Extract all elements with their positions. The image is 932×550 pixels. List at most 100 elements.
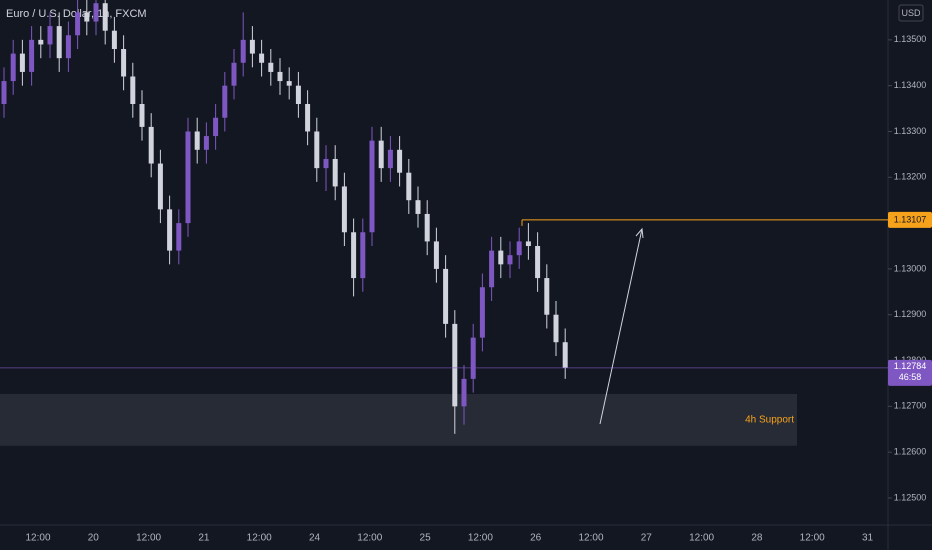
candle-body (130, 76, 136, 104)
candle-body (10, 53, 16, 82)
candle-body (525, 241, 531, 247)
x-tick-label: 12:00 (800, 533, 825, 544)
candle-body (259, 53, 265, 63)
candle-body (424, 213, 430, 242)
candle-body (93, 3, 99, 22)
candle-body (415, 200, 421, 214)
candle-body (470, 337, 476, 379)
resistance-tag (888, 211, 932, 228)
y-tick-label: 1.12700 (894, 401, 927, 411)
x-tick-label: 12:00 (357, 533, 382, 544)
candle-body (433, 241, 439, 269)
candle-body (203, 136, 209, 150)
last-price-label: 1.12784 (894, 361, 927, 371)
candle-body (249, 39, 255, 54)
candle-body (75, 12, 81, 36)
candle-body (516, 241, 522, 256)
candle-body (406, 172, 412, 201)
candle-body (341, 186, 347, 233)
candle-body (111, 30, 117, 50)
support-zone (0, 393, 797, 446)
candle-body (231, 62, 237, 86)
candle-body (139, 103, 145, 127)
candle-body (489, 250, 495, 288)
candle-body (314, 131, 320, 169)
x-tick-label: 21 (198, 533, 210, 544)
y-tick-label: 1.13200 (894, 172, 927, 182)
x-tick-label: 31 (862, 533, 874, 544)
candle-body (360, 232, 366, 279)
candle-body (397, 149, 403, 173)
x-tick-label: 12:00 (247, 533, 272, 544)
x-tick-label: 24 (309, 533, 321, 544)
x-tick-label: 26 (530, 533, 542, 544)
x-tick-label: 20 (88, 533, 100, 544)
x-tick-label: 12:00 (468, 533, 493, 544)
candle-body (562, 342, 568, 368)
candle-body (351, 232, 357, 279)
y-tick-label: 1.12500 (894, 492, 927, 502)
candle-body (121, 49, 127, 77)
candle-body (38, 39, 44, 45)
candle-body (19, 53, 25, 72)
candle-body (544, 278, 550, 315)
candle-body (507, 255, 513, 265)
arrow-head (635, 227, 644, 239)
x-tick-label: 28 (751, 533, 763, 544)
candle-body (277, 71, 283, 82)
zone-label: 4h Support (745, 415, 794, 426)
candle-body (286, 81, 292, 86)
candle-body (185, 131, 191, 224)
x-tick-label: 12:00 (689, 533, 714, 544)
candle-body (213, 117, 219, 137)
y-tick-label: 1.13400 (894, 80, 927, 90)
candle-body (47, 26, 53, 45)
y-tick-label: 1.13300 (894, 126, 927, 136)
candle-body (1, 81, 7, 104)
y-tick-label: 1.12600 (894, 447, 927, 457)
candle-body (167, 209, 173, 251)
x-tick-label: 12:00 (136, 533, 161, 544)
candle-body (222, 85, 228, 118)
candle-body (387, 149, 393, 169)
candle-body (369, 140, 375, 233)
candle-body (498, 250, 504, 265)
candle-body (240, 39, 246, 63)
candle-body (553, 314, 559, 343)
x-tick-label: 27 (641, 533, 653, 544)
candle-body (378, 140, 384, 169)
resistance-label: 1.13107 (894, 214, 927, 224)
candle-body (535, 246, 541, 279)
x-tick-label: 12:00 (578, 533, 603, 544)
candle-body (323, 158, 329, 169)
candle-body (29, 39, 35, 72)
candle-body (305, 103, 311, 132)
candle-body (84, 12, 90, 22)
countdown: 46:58 (899, 372, 922, 382)
x-tick-label: 25 (420, 533, 432, 544)
candle-body (332, 158, 338, 187)
y-tick-label: 1.13500 (894, 34, 927, 44)
candle-body (295, 85, 301, 104)
currency-box[interactable] (898, 4, 924, 22)
candle-body (148, 126, 154, 164)
currency: USD (901, 8, 921, 18)
candle-body (194, 131, 200, 150)
candle-body (452, 323, 458, 407)
candle-body (461, 378, 467, 407)
arrow-shaft (599, 228, 643, 425)
y-tick-label: 1.13000 (894, 263, 927, 273)
x-tick-label: 12:00 (25, 533, 50, 544)
last-price-tag (888, 359, 932, 386)
candle-body (443, 268, 449, 324)
y-tick-label: 1.12900 (894, 309, 927, 319)
candle-body (268, 62, 274, 72)
candle-body (479, 287, 485, 338)
candle-body (176, 223, 182, 251)
candle-body (56, 26, 62, 59)
candle-body (102, 3, 108, 31)
candle-body (157, 163, 163, 210)
candle-body (65, 35, 71, 59)
